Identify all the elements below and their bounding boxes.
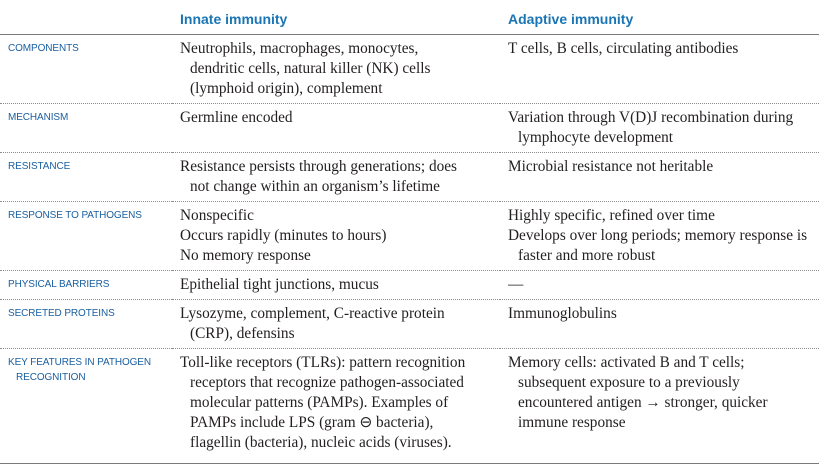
innate-cell-line: molecular patterns (PAMPs). Examples of xyxy=(190,394,449,411)
adaptive-cell-line: encountered antigen → stronger, quicker xyxy=(518,394,768,411)
row-label-line: Components xyxy=(8,43,79,54)
innate-cell-line: Germline encoded xyxy=(180,109,293,126)
top-edge xyxy=(0,0,819,5)
adaptive-cell: Highly specific, refined over time Develo… xyxy=(500,201,819,271)
innate-cell-line: No memory response xyxy=(180,247,311,264)
adaptive-cell-line: Develops over long periods; memory respo… xyxy=(508,227,808,244)
row-label-line: Key features in pathogen xyxy=(8,357,151,368)
innate-cell-line: Toll-like receptors (TLRs): pattern reco… xyxy=(180,354,466,371)
row-label: Mechanism xyxy=(0,103,172,153)
innate-cell-line: Neutrophils, macrophages, monocytes, xyxy=(180,40,419,57)
table-row: Key features in pathogen recognition Toll-… xyxy=(0,348,819,464)
innate-cell: Resistance persists through generations;… xyxy=(172,152,500,202)
row-label-line: recognition xyxy=(16,372,86,383)
innate-cell-line: PAMPs include LPS (gram ⊖ bacteria), xyxy=(190,414,434,431)
innate-cell: Lysozyme, complement, C-reactive protein… xyxy=(172,299,500,349)
innate-cell: Germline encoded xyxy=(172,103,500,153)
innate-cell-line: receptors that recognize pathogen-associ… xyxy=(190,374,464,391)
row-label: Secreted proteins xyxy=(0,299,172,349)
adaptive-cell: — xyxy=(500,270,819,300)
adaptive-cell-line: immune response xyxy=(518,414,626,431)
table-row: Components Neutrophils, macrophages, mono… xyxy=(0,34,819,104)
innate-cell-line: Occurs rapidly (minutes to hours) xyxy=(180,227,387,244)
innate-cell-line: dendritic cells, natural killer (NK) cel… xyxy=(190,60,431,77)
row-label: Physical barriers xyxy=(0,270,172,300)
adaptive-cell: Memory cells: activated B and T cells; su… xyxy=(500,348,819,464)
innate-cell-line: Lysozyme, complement, C-reactive protein xyxy=(180,305,445,322)
adaptive-cell-line: Immunoglobulins xyxy=(508,305,617,322)
row-label: Response to pathogens xyxy=(0,201,172,271)
innate-cell-line: Epithelial tight junctions, mucus xyxy=(180,276,379,293)
header-row-label xyxy=(0,4,172,35)
adaptive-cell: Microbial resistance not heritable xyxy=(500,152,819,202)
innate-cell: Nonspecific Occurs rapidly (minutes to ho… xyxy=(172,201,500,271)
adaptive-cell-line: lymphocyte development xyxy=(518,129,674,146)
row-label: Key features in pathogen recognition xyxy=(0,348,172,464)
innate-cell-line: Resistance persists through generations;… xyxy=(180,158,457,175)
adaptive-cell-line: Memory cells: activated B and T cells; xyxy=(508,354,745,371)
adaptive-cell-line: Highly specific, refined over time xyxy=(508,207,715,224)
adaptive-cell-line: Microbial resistance not heritable xyxy=(508,158,714,175)
table-row: Mechanism Germline encoded Variation throu… xyxy=(0,103,819,153)
header-adaptive-immunity: Adaptive immunity xyxy=(500,4,819,35)
table-row: Response to pathogens Nonspecific Occurs r… xyxy=(0,201,819,271)
table-row: Secreted proteins Lysozyme, complement, C… xyxy=(0,299,819,349)
adaptive-cell: Immunoglobulins xyxy=(500,299,819,349)
adaptive-cell: Variation through V(D)J recombination du… xyxy=(500,103,819,153)
row-label: Resistance xyxy=(0,152,172,202)
innate-cell-line: (lymphoid origin), complement xyxy=(190,80,383,97)
adaptive-cell-line: T cells, B cells, circulating antibodies xyxy=(508,40,739,57)
innate-cell: Epithelial tight junctions, mucus xyxy=(172,270,500,300)
adaptive-cell-line: — xyxy=(508,276,524,293)
header-innate-immunity: Innate immunity xyxy=(172,4,500,35)
table-row: Resistance Resistance persists through ge… xyxy=(0,152,819,202)
innate-cell: Toll-like receptors (TLRs): pattern reco… xyxy=(172,348,500,464)
innate-cell-line: Nonspecific xyxy=(180,207,254,224)
row-label-line: Physical barriers xyxy=(8,279,110,290)
table-row: Physical barriers Epithelial tight juncti… xyxy=(0,270,819,300)
adaptive-cell-line: subsequent exposure to a previously xyxy=(518,374,740,391)
adaptive-cell: T cells, B cells, circulating antibodies xyxy=(500,34,819,104)
row-label-line: Resistance xyxy=(8,161,71,172)
table-header-row: Innate immunity Adaptive immunity xyxy=(0,4,819,35)
row-label-line: Response to pathogens xyxy=(8,210,142,221)
adaptive-cell-line: Variation through V(D)J recombination du… xyxy=(508,109,794,126)
row-label-line: Secreted proteins xyxy=(8,308,115,319)
innate-cell-line: not change within an organism’s lifetime xyxy=(190,178,440,195)
innate-cell-line: (CRP), defensins xyxy=(190,325,295,342)
adaptive-cell-line: faster and more robust xyxy=(518,247,656,264)
row-label: Components xyxy=(0,34,172,104)
immunity-comparison-table: Innate immunity Adaptive immunity Compon… xyxy=(0,4,819,464)
innate-cell: Neutrophils, macrophages, monocytes, dend… xyxy=(172,34,500,104)
innate-cell-line: flagellin (bacteria), nucleic acids (vir… xyxy=(190,434,452,451)
row-label-line: Mechanism xyxy=(8,112,69,123)
